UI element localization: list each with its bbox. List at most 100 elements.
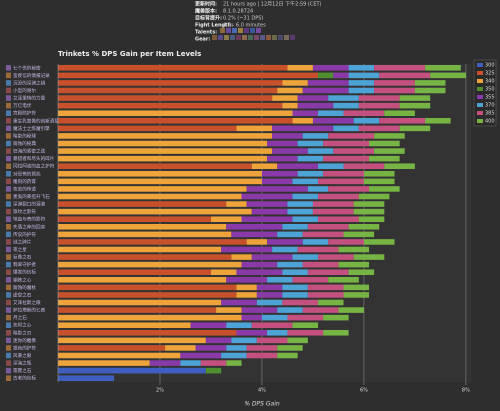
bar-segment	[353, 208, 385, 215]
bar-segment	[277, 307, 303, 313]
bar-segment	[58, 178, 262, 185]
bar-segment	[241, 193, 293, 200]
bar-segment	[261, 314, 288, 321]
bar-segment	[267, 330, 288, 336]
bar-segment	[226, 322, 252, 328]
bar-segment	[282, 269, 308, 275]
bar-segment	[292, 322, 319, 328]
legend-swatch	[477, 95, 483, 99]
y-tick-label: 腐蚀的秘典	[13, 140, 36, 147]
bar-segment	[277, 261, 303, 268]
header-value: 8.1.0.28724	[223, 9, 253, 15]
bar-segment	[328, 277, 359, 283]
y-tick-label: 艾泽里特的力量	[13, 95, 46, 102]
bar-segment	[272, 95, 298, 101]
bar-segment	[277, 163, 319, 169]
bar-segment	[318, 193, 359, 200]
bar-segment	[379, 118, 426, 124]
bar-segment	[246, 239, 268, 245]
item-icon	[6, 216, 11, 222]
bar-segment	[58, 330, 237, 336]
item-icon	[6, 292, 11, 298]
item-icon	[6, 269, 11, 275]
bar-segment	[425, 118, 451, 124]
bar-segment	[195, 345, 227, 351]
bar-segment	[363, 239, 395, 245]
item-icon	[6, 65, 11, 71]
item-icon	[6, 193, 11, 200]
bar-segment	[58, 360, 150, 366]
bar-segment	[58, 87, 278, 94]
bar-segment	[226, 224, 283, 230]
y-tick-label: 雕刻的药膏	[13, 178, 36, 185]
bar-segment	[256, 292, 283, 298]
x-axis-label: % DPS Gain	[244, 401, 280, 408]
bar-segment	[328, 133, 375, 139]
bar-segment	[58, 345, 166, 351]
bar-segment	[338, 261, 370, 268]
bar-segment	[333, 72, 349, 79]
bar-segment	[58, 231, 232, 238]
item-icon	[6, 133, 11, 139]
bar-segment	[277, 231, 303, 238]
item-icon	[6, 208, 11, 215]
gear-icons	[212, 35, 295, 40]
bar-segment	[358, 216, 385, 222]
bar-segment	[58, 140, 268, 147]
y-tick-label: 小型的谢尔	[13, 87, 36, 94]
bar-segment	[374, 148, 405, 154]
bar-segment	[384, 110, 415, 116]
item-icon	[6, 239, 11, 245]
bar-segment	[292, 178, 319, 185]
bar-segment	[312, 118, 354, 124]
bar-segment	[430, 72, 466, 79]
bar-segment	[348, 65, 375, 71]
item-icon	[6, 186, 11, 192]
legend-label: 370	[485, 103, 495, 109]
bar-segment	[307, 292, 344, 298]
bar-segment	[236, 330, 268, 336]
header-value: 4.0 - 6.0 minutes	[223, 23, 266, 29]
bar-segment	[312, 65, 349, 71]
bar-segment	[292, 216, 319, 222]
bar-segment	[343, 231, 375, 238]
bar-segment	[58, 216, 211, 222]
bar-segment	[241, 314, 262, 321]
bar-segment	[251, 163, 278, 169]
bar-segment	[241, 307, 278, 313]
legend-label: 300	[485, 63, 495, 69]
bar-segment	[292, 277, 329, 283]
bar-segment	[241, 261, 278, 268]
y-tick-label: 翡翠守护者	[13, 261, 36, 268]
bar-segment	[297, 155, 324, 162]
item-icon	[6, 171, 11, 177]
bar-segment	[353, 201, 385, 207]
header-value: 21 hours ago | 12月12日 下午2:59 (CET)	[223, 1, 322, 8]
bar-segment	[307, 80, 349, 86]
bar-segment	[348, 224, 380, 230]
legend-label: 385	[485, 111, 495, 117]
item-icon	[6, 72, 11, 79]
bar-segment	[323, 330, 349, 336]
bar-segment	[399, 95, 431, 101]
y-tick-label: 地血与奇的影符	[13, 216, 46, 223]
talent-icons	[220, 28, 261, 33]
bar-segment	[323, 314, 349, 321]
bar-segment	[292, 254, 319, 260]
bar-segment	[379, 72, 431, 79]
bar-segment	[307, 224, 349, 230]
y-tick-label: 墨鬼的黄疸升飞石	[13, 193, 50, 200]
bar-segment	[374, 133, 405, 139]
y-tick-label: 谜之碎片	[13, 238, 32, 245]
item-icon	[6, 261, 11, 268]
bar-segment	[307, 148, 334, 154]
y-tick-label: 月之石	[13, 314, 27, 321]
bar-segment	[261, 171, 298, 177]
y-tick-label: 魔法士之炼魔引擎	[13, 125, 50, 132]
bar-segment	[323, 155, 370, 162]
plot-area	[58, 64, 471, 382]
bar-segment	[236, 269, 283, 275]
bar-segment	[369, 186, 400, 192]
item-icon	[6, 352, 11, 359]
